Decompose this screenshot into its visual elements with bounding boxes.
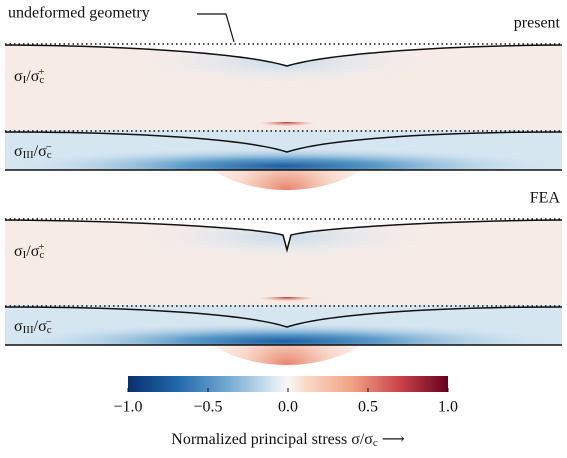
label-part: I — [23, 74, 27, 86]
colorbar-tick-label: −0.5 — [193, 399, 222, 416]
label-part: σ — [14, 68, 23, 85]
label: Normalized principal stress σ/σc ⟶ — [171, 431, 405, 449]
colorbar-tick-label: −1.0 — [113, 399, 142, 416]
label-part: − — [46, 141, 52, 153]
upper-surface — [4, 44, 563, 67]
label-part: σ — [14, 243, 23, 260]
panel-title: FEA — [530, 190, 561, 207]
upper-surface — [4, 219, 563, 253]
label-part: ⟶ — [378, 431, 405, 448]
label-part: σ — [14, 143, 23, 160]
label-part: I — [23, 249, 27, 261]
label-part: Normalized principal stress σ/σ — [171, 431, 373, 448]
label-part: III — [23, 324, 34, 336]
label: σIII/σc− — [14, 316, 52, 336]
label-part: c — [47, 149, 52, 161]
interface — [4, 131, 563, 153]
annotation: undeformed geometry — [8, 5, 150, 22]
label-part: σ — [14, 318, 23, 335]
label-part: c — [39, 74, 44, 86]
label-part: /σ — [26, 243, 39, 260]
label-part: /σ — [34, 318, 47, 335]
colorbar-tick-label: 0.5 — [358, 399, 378, 416]
interface — [4, 306, 563, 328]
label-part: + — [38, 66, 44, 78]
annotation-leader — [197, 13, 235, 43]
label-part: c — [47, 324, 52, 336]
label-part: c — [39, 249, 44, 261]
colorbar-tick-label: 0.0 — [278, 399, 298, 416]
label: σI/σc+ — [14, 66, 44, 86]
label-part: /σ — [26, 68, 39, 85]
label: σIII/σc− — [14, 141, 52, 161]
panel-title: present — [514, 15, 561, 32]
colorbar-tick-label: 1.0 — [438, 399, 458, 416]
label-part: c — [373, 437, 378, 449]
label-part: + — [38, 241, 44, 253]
label: σI/σc+ — [14, 241, 44, 261]
label-part: /σ — [34, 143, 47, 160]
label-part: − — [46, 316, 52, 328]
label-part: III — [23, 149, 34, 161]
